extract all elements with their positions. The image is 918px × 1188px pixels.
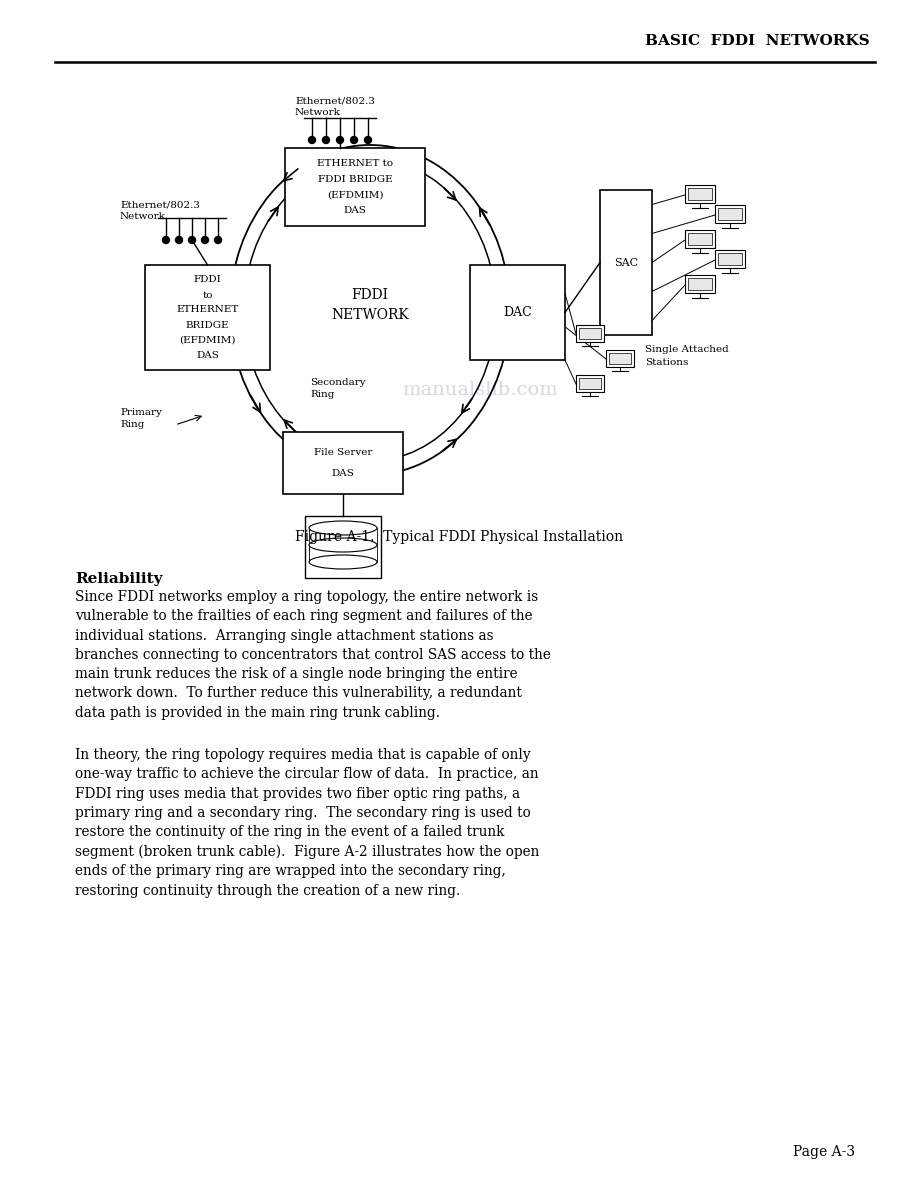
FancyBboxPatch shape — [688, 188, 712, 200]
Circle shape — [364, 137, 372, 144]
Text: Stations: Stations — [645, 358, 688, 367]
Text: Ethernet/802.3: Ethernet/802.3 — [295, 96, 375, 105]
FancyBboxPatch shape — [145, 265, 270, 369]
FancyBboxPatch shape — [685, 274, 715, 293]
Text: DAS: DAS — [196, 350, 218, 360]
FancyBboxPatch shape — [609, 353, 631, 364]
Text: Ethernet/802.3: Ethernet/802.3 — [120, 200, 200, 209]
Text: DAS: DAS — [331, 469, 354, 478]
Text: BRIDGE: BRIDGE — [185, 321, 230, 329]
Text: manualslib.com: manualslib.com — [402, 381, 558, 399]
Text: Secondary: Secondary — [310, 378, 365, 387]
FancyBboxPatch shape — [688, 233, 712, 245]
FancyBboxPatch shape — [688, 278, 712, 290]
FancyBboxPatch shape — [576, 326, 604, 342]
Text: Figure A-1.  Typical FDDI Physical Installation: Figure A-1. Typical FDDI Physical Instal… — [295, 530, 623, 544]
FancyBboxPatch shape — [718, 208, 742, 220]
Circle shape — [337, 137, 343, 144]
Text: Network: Network — [120, 211, 166, 221]
Text: to: to — [202, 291, 213, 299]
Ellipse shape — [309, 538, 377, 552]
Text: (EFDMIM): (EFDMIM) — [179, 335, 236, 345]
Text: Network: Network — [295, 108, 341, 116]
FancyBboxPatch shape — [470, 265, 565, 360]
Circle shape — [351, 137, 357, 144]
FancyBboxPatch shape — [579, 328, 601, 339]
Ellipse shape — [309, 522, 377, 535]
FancyBboxPatch shape — [579, 378, 601, 388]
Circle shape — [201, 236, 208, 244]
Circle shape — [175, 236, 183, 244]
FancyBboxPatch shape — [606, 350, 634, 367]
Text: Since FDDI networks employ a ring topology, the entire network is
vulnerable to : Since FDDI networks employ a ring topolo… — [75, 590, 551, 720]
FancyBboxPatch shape — [715, 249, 745, 268]
FancyBboxPatch shape — [285, 148, 425, 226]
FancyBboxPatch shape — [685, 230, 715, 248]
Circle shape — [162, 236, 170, 244]
Circle shape — [308, 137, 316, 144]
Text: DAS: DAS — [343, 206, 366, 215]
Text: In theory, the ring topology requires media that is capable of only
one-way traf: In theory, the ring topology requires me… — [75, 748, 540, 898]
Text: Ring: Ring — [310, 390, 334, 399]
Text: BASIC  FDDI  NETWORKS: BASIC FDDI NETWORKS — [645, 34, 870, 48]
Text: Reliability: Reliability — [75, 571, 162, 586]
Text: File Server: File Server — [314, 448, 372, 457]
FancyBboxPatch shape — [576, 375, 604, 392]
FancyBboxPatch shape — [600, 190, 652, 335]
Ellipse shape — [309, 555, 377, 569]
Text: Primary: Primary — [120, 407, 162, 417]
FancyBboxPatch shape — [718, 253, 742, 265]
Circle shape — [322, 137, 330, 144]
Text: Page A-3: Page A-3 — [793, 1145, 855, 1159]
Text: FDDI: FDDI — [352, 287, 388, 302]
Text: FDDI BRIDGE: FDDI BRIDGE — [318, 175, 392, 184]
Text: DAC: DAC — [503, 307, 532, 320]
Text: SAC: SAC — [614, 258, 638, 267]
Circle shape — [188, 236, 196, 244]
Text: FDDI: FDDI — [194, 276, 221, 284]
Text: (EFDMIM): (EFDMIM) — [327, 190, 383, 200]
FancyBboxPatch shape — [715, 206, 745, 223]
FancyBboxPatch shape — [685, 185, 715, 203]
Text: NETWORK: NETWORK — [331, 308, 409, 322]
Text: ETHERNET: ETHERNET — [176, 305, 239, 315]
Text: ETHERNET to: ETHERNET to — [317, 159, 393, 168]
FancyBboxPatch shape — [283, 432, 403, 494]
Circle shape — [215, 236, 221, 244]
FancyBboxPatch shape — [305, 516, 381, 579]
Text: Single Attached: Single Attached — [645, 345, 729, 354]
Text: Ring: Ring — [120, 421, 144, 429]
